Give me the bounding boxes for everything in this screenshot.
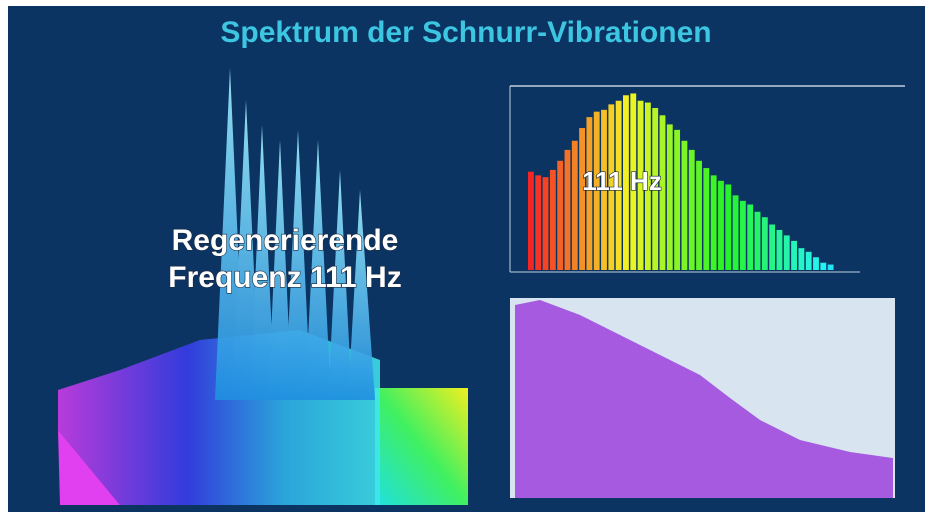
spectrum-bar [682, 141, 688, 270]
overlay-line1: Regenerierende [172, 224, 399, 257]
spectrum-bar [747, 204, 753, 270]
spectrum-bar [535, 175, 541, 270]
spectrum-label: 111 Hz [582, 166, 662, 196]
spectrum-bar [784, 235, 790, 270]
spectrum-bar [806, 252, 812, 270]
spectrum-bar [777, 230, 783, 270]
spectrum-bar [572, 141, 578, 270]
spectrum-bar [798, 248, 804, 270]
color-plane [375, 388, 468, 505]
spectrum-bar [769, 225, 775, 271]
page: {"title": "Spektrum der Schnurr-Vibratio… [0, 0, 933, 518]
spectrum-bar [543, 177, 549, 270]
spectrum-bar [711, 175, 717, 270]
spectrum-bar [828, 265, 834, 270]
spectrum-bar [565, 150, 571, 270]
title: Spektrum der Schnurr-Vibrationen [220, 16, 711, 49]
spectrum-bar [733, 195, 739, 270]
spectrum-bar [557, 161, 563, 270]
overlay-line2: Frequenz 111 Hz [168, 261, 401, 294]
spectrum-bar [667, 124, 673, 270]
spectrum-bar [674, 130, 680, 270]
spectrum-bar [813, 257, 819, 270]
spectrum-bar [689, 150, 695, 270]
spectrum-bar [740, 201, 746, 270]
spectrum-bar [791, 241, 797, 270]
spectrum-bar [820, 263, 826, 270]
spectrum-bar [725, 184, 731, 270]
spectrum-bar [528, 172, 534, 270]
infographic: Spektrum der Schnurr-Vibrationen Regener… [0, 0, 933, 518]
area-chart [510, 298, 895, 498]
spectrum-bar [703, 168, 709, 270]
spectrum-bar [755, 212, 761, 270]
spectrum-bar [696, 161, 702, 270]
spectrum-bar [762, 217, 768, 270]
spectrum-bar [550, 170, 556, 270]
spectrum-bar [579, 128, 585, 270]
spectrum-bar [718, 181, 724, 270]
